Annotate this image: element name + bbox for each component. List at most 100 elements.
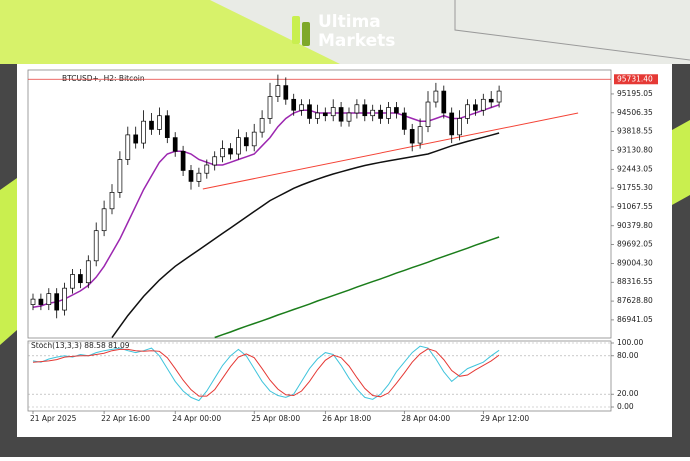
y-tick-label: 94506.35 bbox=[617, 108, 653, 117]
x-tick-label: 28 Apr 04:00 bbox=[401, 414, 450, 423]
candle-body bbox=[133, 134, 139, 144]
x-tick-label: 24 Apr 00:00 bbox=[172, 414, 221, 423]
candle-body bbox=[473, 104, 478, 111]
chart-title: BTCUSD+, H2: Bitcoin bbox=[62, 74, 145, 83]
candle-body bbox=[243, 137, 249, 147]
y-tick-label: 95195.05 bbox=[617, 89, 653, 98]
candle-body bbox=[409, 129, 415, 144]
candle-body bbox=[322, 112, 328, 117]
candle-body bbox=[228, 148, 233, 155]
logo-text: Ultima bbox=[318, 12, 381, 32]
candle-body bbox=[109, 192, 115, 210]
candle-body bbox=[315, 112, 320, 119]
stoch-panel bbox=[27, 340, 612, 412]
candle-body bbox=[457, 118, 462, 136]
candle-body bbox=[236, 137, 241, 155]
deco-line bbox=[454, 0, 690, 61]
candle-body bbox=[441, 90, 447, 114]
trendline bbox=[202, 112, 579, 190]
y-tick-label: 89004.30 bbox=[617, 258, 653, 267]
candle-body bbox=[362, 104, 368, 117]
y-tick-label: 92443.05 bbox=[617, 164, 653, 173]
candle-body bbox=[85, 260, 91, 284]
candle-body bbox=[78, 274, 83, 284]
accent-left bbox=[0, 178, 17, 345]
chart-window bbox=[17, 64, 672, 437]
candle-body bbox=[401, 112, 407, 130]
y-tick-label: 0.00 bbox=[617, 402, 634, 411]
moving-average bbox=[32, 104, 500, 309]
x-tick-label: 22 Apr 16:00 bbox=[101, 414, 150, 423]
candle-body bbox=[180, 150, 186, 171]
candle-body bbox=[46, 293, 52, 305]
candle-body bbox=[425, 101, 431, 128]
candle-body bbox=[164, 115, 170, 138]
candle-body bbox=[299, 104, 304, 111]
x-tick-label: 29 Apr 12:00 bbox=[480, 414, 529, 423]
candle-body bbox=[449, 112, 455, 136]
price-label-box bbox=[614, 74, 658, 85]
candle-body bbox=[188, 170, 194, 182]
candle-body bbox=[488, 98, 494, 103]
accent-top bbox=[0, 0, 340, 64]
x-tick-label: 21 Apr 2025 bbox=[30, 414, 77, 423]
candle-body bbox=[30, 298, 36, 305]
candle-body bbox=[125, 134, 131, 160]
candle-body bbox=[251, 131, 257, 147]
candle-body bbox=[394, 107, 399, 114]
candle-body bbox=[62, 287, 67, 311]
candle-body bbox=[275, 85, 281, 97]
candle-body bbox=[157, 115, 162, 130]
candle-body bbox=[141, 120, 146, 144]
x-tick-label: 26 Apr 18:00 bbox=[322, 414, 371, 423]
price-label: 95731.40 bbox=[617, 74, 653, 83]
candle-body bbox=[465, 104, 470, 119]
y-tick-label: 90379.80 bbox=[617, 221, 653, 230]
candle-body bbox=[338, 107, 344, 122]
moving-average bbox=[111, 132, 500, 338]
indicator-title: Stoch(13,3,3) 88.58 81.09 bbox=[31, 341, 130, 350]
y-tick-label: 20.00 bbox=[617, 389, 639, 398]
candle-body bbox=[149, 120, 154, 130]
y-tick-label: 89692.05 bbox=[617, 240, 653, 249]
candle-body bbox=[54, 293, 60, 311]
candle-body bbox=[346, 112, 352, 122]
candle-body bbox=[101, 208, 107, 232]
y-tick-label: 86941.05 bbox=[617, 315, 653, 324]
y-tick-label: 100.00 bbox=[617, 338, 643, 347]
stoch-line bbox=[32, 348, 500, 398]
candle-body bbox=[433, 90, 439, 103]
candle-body bbox=[386, 107, 391, 119]
candle-body bbox=[204, 164, 210, 174]
stoch-line bbox=[32, 345, 500, 402]
candle-body bbox=[307, 104, 312, 119]
candle-body bbox=[212, 156, 218, 166]
logo-mark bbox=[302, 22, 310, 46]
candle-body bbox=[291, 98, 297, 111]
candle-body bbox=[283, 85, 289, 100]
candle-body bbox=[220, 148, 225, 158]
y-tick-label: 80.00 bbox=[617, 351, 639, 360]
y-tick-label: 91067.55 bbox=[617, 202, 653, 211]
y-tick-label: 93818.55 bbox=[617, 127, 653, 136]
candle-body bbox=[354, 104, 360, 114]
candle-body bbox=[330, 107, 336, 117]
candle-body bbox=[417, 126, 423, 144]
logo-text: Markets bbox=[318, 31, 395, 51]
candle-body bbox=[480, 98, 486, 111]
candle-body bbox=[117, 159, 123, 193]
logo-mark bbox=[292, 16, 300, 44]
candle-body bbox=[259, 118, 265, 133]
y-tick-label: 88316.55 bbox=[617, 277, 653, 286]
y-tick-label: 91755.30 bbox=[617, 183, 653, 192]
moving-average bbox=[214, 236, 500, 339]
y-tick-label: 87628.80 bbox=[617, 296, 653, 305]
candle-body bbox=[70, 274, 75, 289]
candle-body bbox=[496, 90, 502, 103]
candle-body bbox=[38, 298, 44, 305]
price-panel bbox=[27, 69, 612, 339]
candle-body bbox=[196, 172, 202, 182]
candle-body bbox=[93, 230, 99, 262]
